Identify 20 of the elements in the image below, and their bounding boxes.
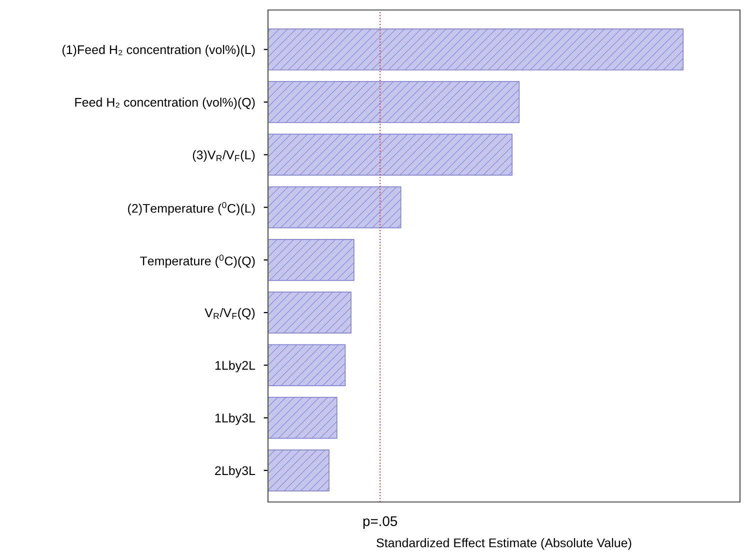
y-tick-label: Feed H₂ concentration (vol%)(Q) [75, 98, 255, 110]
x-axis-title: Standardized Effect Estimate (Absolute Value) [376, 538, 632, 550]
bar [268, 81, 520, 124]
y-tick-label: (3)V$_{R}$/V$_{F}$(L) [192, 150, 255, 162]
bar [268, 292, 352, 334]
bar [268, 134, 513, 176]
y-tick-label: 1Lby2L [215, 360, 256, 372]
bar [268, 239, 354, 281]
bar [268, 396, 338, 439]
y-tick-label: (1)Feed H₂ concentration (vol%)(L) [62, 44, 255, 57]
bar [268, 449, 330, 492]
bar [268, 344, 346, 386]
y-tick-label: (2)Temperature ($^{0}$C)(L) [128, 202, 255, 216]
ref-line-label: p=.05 [363, 516, 398, 529]
bar [268, 186, 402, 228]
y-tick-label: Temperature ($^{0}$C)(Q) [140, 254, 255, 268]
bar [268, 28, 684, 70]
y-tick-label: 2Lby3L [215, 466, 256, 478]
y-tick-label: V$_{R}$/V$_{F}$(Q) [204, 308, 255, 320]
y-tick-label: 1Lby3L [215, 413, 256, 425]
